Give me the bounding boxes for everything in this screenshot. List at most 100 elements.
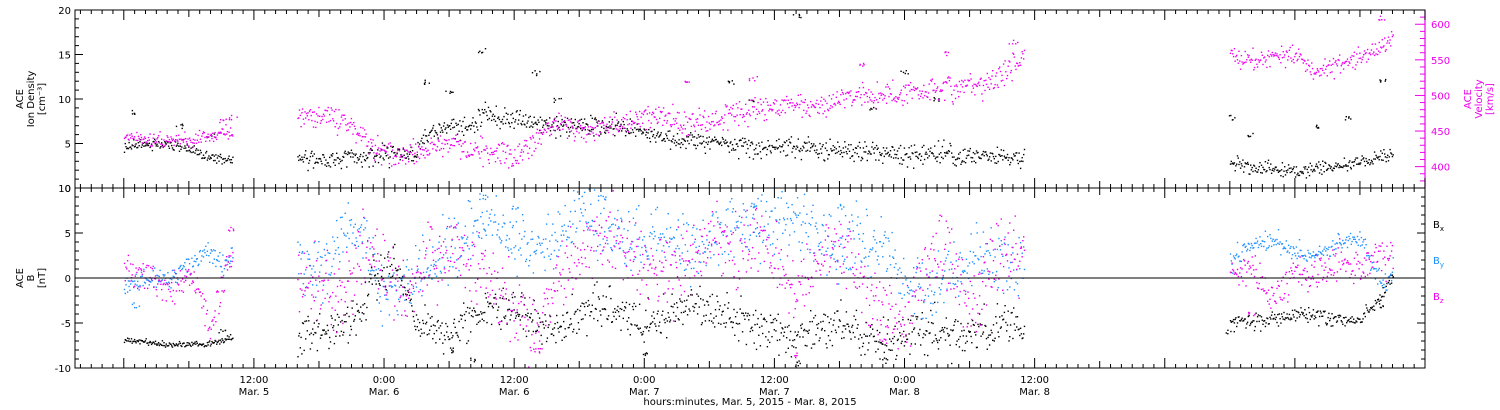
density-series-point xyxy=(869,109,871,111)
b-bx-series-point xyxy=(935,338,937,340)
velocity-series-point xyxy=(1016,62,1018,64)
velocity-series-point xyxy=(976,85,978,88)
velocity-series-point xyxy=(1003,84,1006,87)
velocity-series-point xyxy=(566,125,568,127)
b-bx-series-point xyxy=(680,311,683,314)
velocity-series-point xyxy=(886,83,889,86)
density-series-point xyxy=(354,154,356,157)
b-bx-series-point xyxy=(879,358,881,360)
b-by-series-point xyxy=(549,240,551,242)
density-series-point xyxy=(690,132,692,134)
b-bx-series-point xyxy=(823,313,825,315)
density-series-point xyxy=(1384,153,1386,155)
b-bx-series-point xyxy=(369,273,371,275)
b-by-series-point xyxy=(572,223,574,225)
velocity-series-point xyxy=(367,141,370,143)
velocity-series-point xyxy=(309,109,312,111)
velocity-series-point xyxy=(616,119,618,121)
velocity-series-point xyxy=(336,134,339,136)
velocity-series-point xyxy=(762,109,764,111)
b-bx-series-point xyxy=(481,318,483,320)
b-bx-series-point xyxy=(394,267,397,269)
b-by-series-point xyxy=(875,250,877,253)
density-series-point xyxy=(1004,156,1006,159)
velocity-series-point xyxy=(652,112,655,114)
density-series-point xyxy=(528,126,531,128)
density-series-point xyxy=(689,134,691,136)
density-series-point xyxy=(517,123,519,125)
b-by-series-point xyxy=(848,228,851,230)
b-bx-series-point xyxy=(840,299,842,301)
velocity-series-point xyxy=(303,123,305,125)
velocity-series-point xyxy=(408,160,410,163)
density-series-point xyxy=(588,129,590,132)
velocity-series-point xyxy=(298,117,300,119)
b-by-series-point xyxy=(301,252,303,254)
density-series-point xyxy=(927,148,930,150)
b-bx-series-point xyxy=(778,354,780,356)
b-by-series-point xyxy=(126,291,129,293)
b-bx-series-point xyxy=(397,269,399,271)
b-by-series-point xyxy=(676,245,679,247)
velocity-series-point xyxy=(764,114,766,116)
velocity-series-point xyxy=(362,127,364,129)
density-series-point xyxy=(775,140,778,142)
density-series-point xyxy=(549,117,551,119)
b-bx-series-point xyxy=(890,340,892,343)
velocity-series-point xyxy=(519,155,521,157)
density-series-point xyxy=(553,101,555,103)
density-series-point xyxy=(943,139,945,141)
density-series-point xyxy=(356,157,359,159)
b-bx-series-point xyxy=(377,273,379,275)
velocity-series-point xyxy=(937,86,939,88)
b-bx-series-point xyxy=(1013,323,1016,325)
b-bx-series-point xyxy=(1308,311,1311,314)
b-bx-series-point xyxy=(954,321,956,323)
density-series-point xyxy=(1019,160,1021,163)
b-by-series-point xyxy=(813,260,815,262)
density-series-point xyxy=(571,122,573,124)
b-bx-series-point xyxy=(186,342,188,344)
velocity-series-point xyxy=(232,135,234,137)
b-bx-series-point xyxy=(714,326,716,328)
b-by-series-point xyxy=(524,230,526,233)
b-by-series-point xyxy=(145,278,147,280)
density-series-point xyxy=(337,157,339,159)
velocity-series-point xyxy=(1336,65,1339,67)
density-series-point xyxy=(845,151,848,153)
velocity-series-point xyxy=(361,136,363,138)
density-series-point xyxy=(573,124,576,126)
velocity-series-point xyxy=(608,127,610,129)
velocity-series-point xyxy=(538,138,541,140)
b-bx-series-point xyxy=(175,343,178,345)
density-series-point xyxy=(172,148,174,151)
velocity-series-point xyxy=(317,115,319,117)
b-bx-series-point xyxy=(1353,318,1355,320)
velocity-series-point xyxy=(547,122,549,124)
velocity-series-point xyxy=(959,91,961,93)
density-series-point xyxy=(470,124,473,127)
b-by-series-point xyxy=(758,231,761,234)
velocity-series-point xyxy=(1011,80,1013,82)
velocity-series-point xyxy=(991,75,993,77)
b-bx-series-point xyxy=(648,330,650,332)
velocity-series-point xyxy=(982,84,985,87)
density-series-point xyxy=(520,122,522,125)
velocity-series-point xyxy=(310,114,312,117)
b-bx-series-point xyxy=(694,303,696,305)
density-series-point xyxy=(815,151,817,154)
density-series-point xyxy=(798,14,801,17)
b-by-series-point xyxy=(611,249,614,252)
velocity-series-point xyxy=(944,81,947,83)
density-series-point xyxy=(434,130,436,132)
velocity-series-point xyxy=(537,142,539,144)
density-series-point xyxy=(226,159,229,161)
b-bx-series-point xyxy=(1022,337,1024,339)
velocity-series-point xyxy=(937,99,940,101)
b-by-series-point xyxy=(756,227,758,229)
density-series-point xyxy=(944,152,946,154)
b-by-series-point xyxy=(640,261,642,263)
velocity-series-point xyxy=(948,79,951,82)
velocity-series-point xyxy=(356,133,358,135)
velocity-series-point xyxy=(998,68,1000,70)
